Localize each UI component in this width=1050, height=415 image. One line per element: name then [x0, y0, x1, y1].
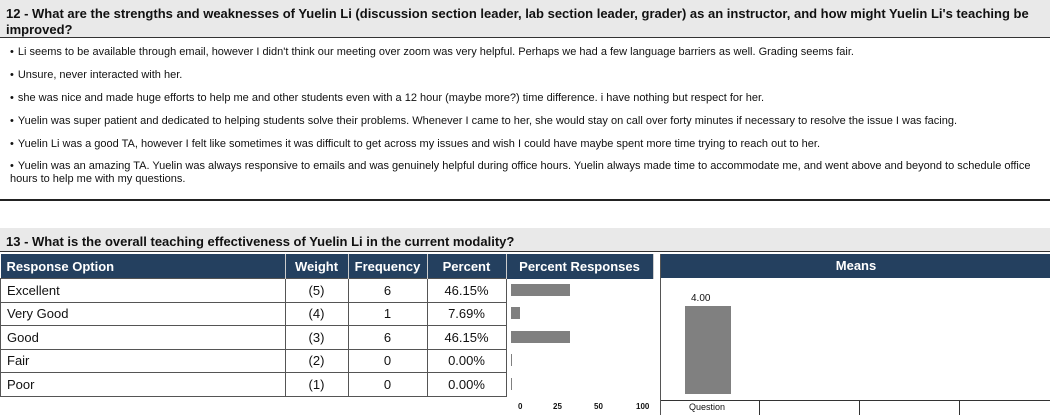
means-value-label: 4.00	[691, 293, 711, 304]
percent-cell: 46.15%	[426, 278, 507, 303]
percent-bar-cell	[505, 349, 653, 373]
means-x-label: Question	[689, 402, 726, 412]
weight-cell: (4)	[284, 301, 349, 326]
bullet: •	[10, 46, 14, 58]
comment-text: Yuelin was super patient and dedicated t…	[17, 115, 958, 127]
axis-tick-label: 0	[518, 402, 523, 411]
percent-bar	[510, 377, 512, 390]
percent-bar-cell	[505, 278, 653, 302]
comment-item: • Li seems to be available through email,…	[6, 41, 1044, 64]
weight-cell: (2)	[284, 348, 349, 373]
percent-bar-cell	[505, 302, 653, 326]
axis-tick-label: 50	[594, 402, 603, 411]
bullet: •	[10, 92, 14, 104]
means-panel: Means 4.00 Question	[660, 254, 1050, 415]
bullet: •	[10, 160, 14, 172]
means-axis-tick	[859, 400, 860, 415]
bullet: •	[10, 69, 14, 81]
percent-bar	[510, 307, 521, 319]
question-13-title: 13 - What is the overall teaching effect…	[0, 228, 1050, 252]
table-row: Fair (2) 0 0.00%	[0, 348, 653, 373]
section-divider	[0, 199, 1050, 201]
frequency-cell: 6	[347, 325, 428, 350]
percent-bar	[510, 354, 512, 366]
response-option: Excellent	[0, 278, 286, 303]
weight-cell: (5)	[284, 278, 349, 303]
percent-cell: 0.00%	[426, 372, 507, 397]
table-row: Good (3) 6 46.15%	[0, 325, 653, 350]
response-option: Good	[0, 325, 286, 350]
comment-text: Yuelin was an amazing TA. Yuelin was alw…	[10, 160, 1031, 185]
table-row: Excellent (5) 6 46.15%	[0, 278, 653, 303]
question-13-section: 13 - What is the overall teaching effect…	[0, 228, 1050, 252]
header-frequency: Frequency	[348, 254, 428, 279]
response-option: Poor	[0, 372, 286, 397]
comment-item: • Yuelin Li was a good TA, however I felt…	[6, 133, 1044, 156]
means-axis-tick	[759, 400, 760, 415]
means-baseline	[661, 400, 1050, 401]
percent-bar	[510, 330, 571, 343]
percent-cell: 46.15%	[426, 325, 507, 350]
percent-cell: 0.00%	[426, 348, 507, 373]
axis-tick-label: 100	[636, 402, 650, 411]
table-row: Poor (1) 0 0.00%	[0, 372, 653, 397]
header-response-option: Response Option	[0, 254, 286, 279]
question-12-title: 12 - What are the strengths and weakness…	[0, 0, 1050, 38]
frequency-cell: 0	[347, 348, 428, 373]
frequency-cell: 1	[347, 301, 428, 326]
comment-item: • Unsure, never interacted with her.	[6, 64, 1044, 87]
table-header-row: Response Option Weight Frequency Percent…	[0, 254, 654, 279]
response-option: Very Good	[0, 301, 286, 326]
means-axis-tick	[959, 400, 960, 415]
frequency-cell: 0	[347, 372, 428, 397]
table-row: Very Good (4) 1 7.69%	[0, 301, 653, 326]
response-table: Response Option Weight Frequency Percent…	[0, 254, 654, 397]
header-weight: Weight	[285, 254, 349, 279]
percent-bar-cell	[505, 325, 653, 349]
percent-bar-cell	[505, 372, 653, 396]
axis-tick-label: 25	[553, 402, 562, 411]
percent-cell: 7.69%	[426, 301, 507, 326]
bullet: •	[10, 115, 14, 127]
bullet: •	[10, 138, 14, 150]
comment-text: Unsure, never interacted with her.	[17, 69, 183, 81]
weight-cell: (1)	[284, 372, 349, 397]
question-12-section: 12 - What are the strengths and weakness…	[0, 0, 1050, 191]
comment-text: Yuelin Li was a good TA, however I felt …	[17, 138, 821, 150]
header-percent: Percent	[427, 254, 507, 279]
comment-item: • Yuelin was an amazing TA. Yuelin was al…	[6, 156, 1044, 191]
percent-bar	[510, 283, 571, 296]
comment-text: Li seems to be available through email, …	[17, 46, 854, 58]
header-percent-responses: Percent Responses	[506, 254, 654, 279]
percent-axis-labels: 0 25 50 100	[514, 402, 660, 414]
response-option: Fair	[0, 348, 286, 373]
means-bar	[685, 306, 731, 394]
comments-list: • Li seems to be available through email,…	[0, 38, 1050, 191]
comment-item: • she was nice and made huge efforts to h…	[6, 87, 1044, 110]
means-header: Means	[661, 254, 1050, 278]
frequency-cell: 6	[347, 278, 428, 303]
comment-item: • Yuelin was super patient and dedicated …	[6, 110, 1044, 133]
weight-cell: (3)	[284, 325, 349, 350]
comment-text: she was nice and made huge efforts to he…	[17, 92, 765, 104]
